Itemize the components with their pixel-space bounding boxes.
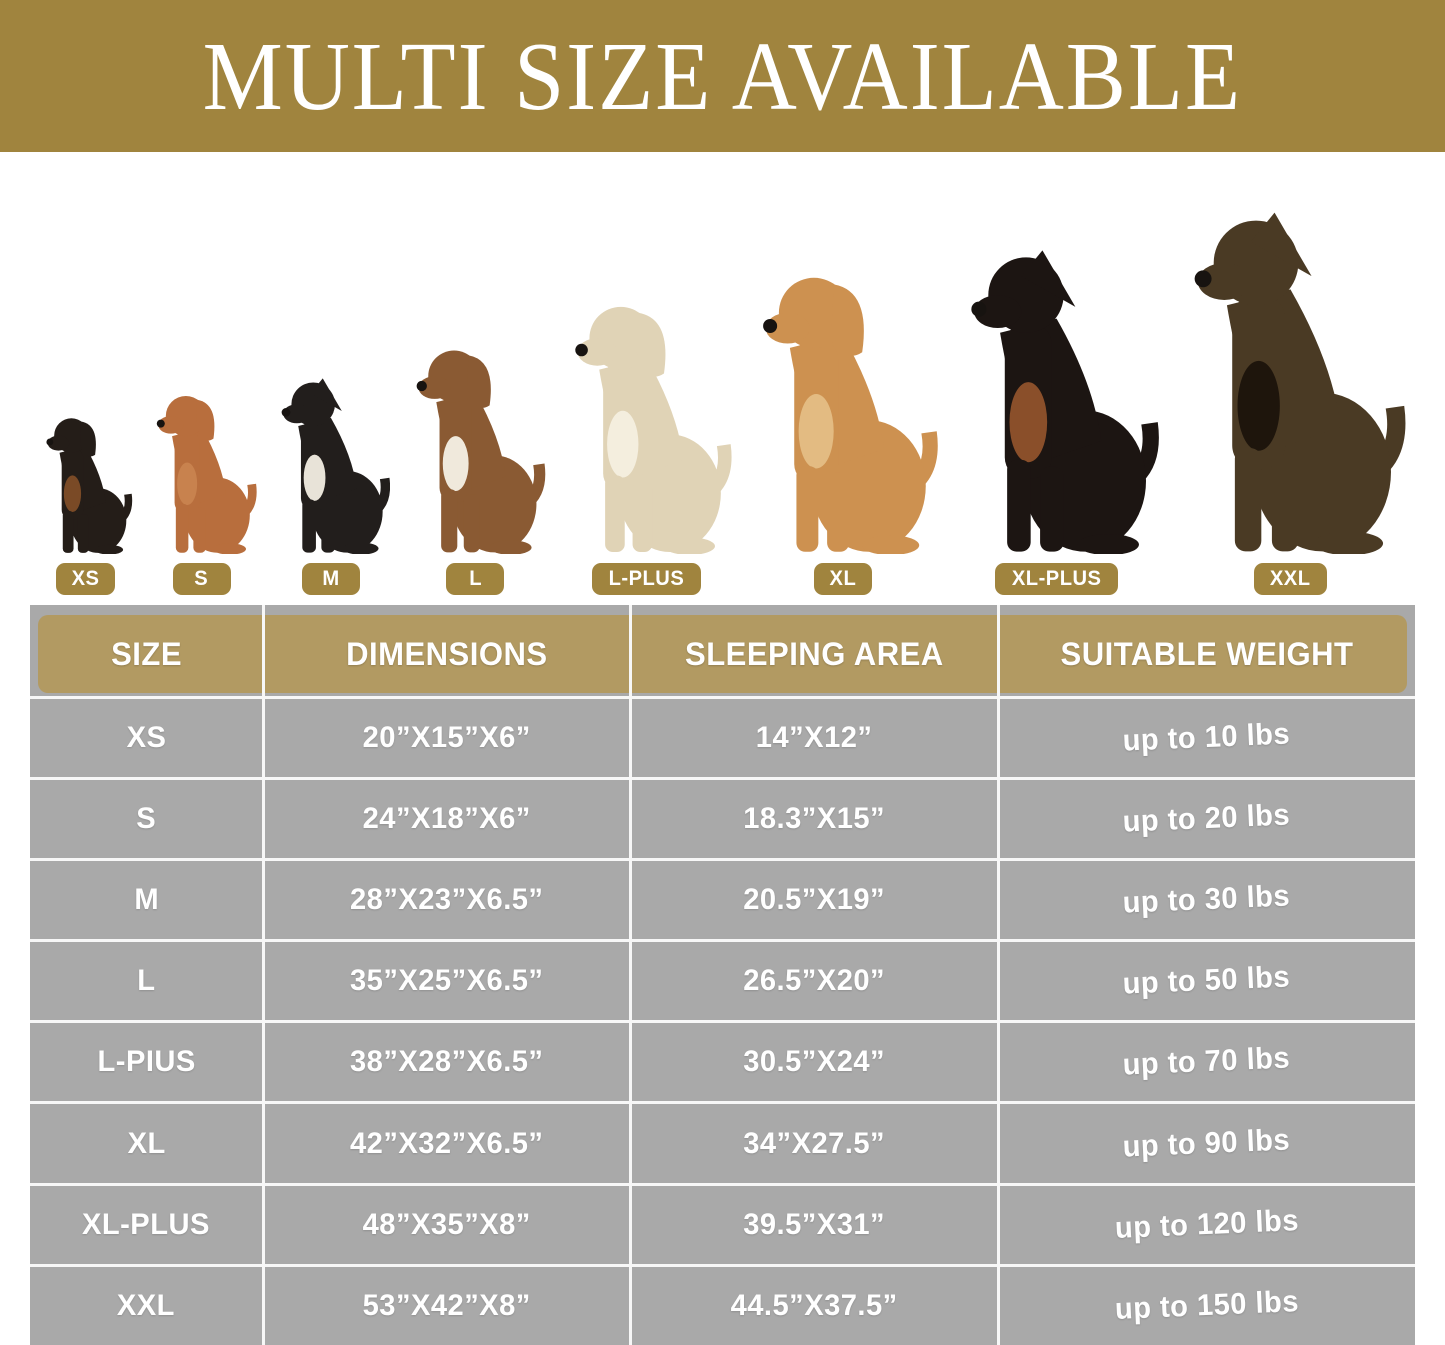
dog-image-dachshund [38,414,133,554]
table-header-background [38,615,1407,693]
table-cell-size: M [30,858,263,939]
table-cell-sleeping-area: 14”X12” [630,696,999,777]
dog-image-french-bulldog [271,378,391,554]
dog-size-item: M [271,377,391,595]
size-pill: M [301,563,360,595]
dog-size-item: XL [746,269,939,595]
floppy-ear [195,399,214,441]
pointy-ear [1021,250,1076,307]
table-grid: SIZE DIMENSIONS SLEEPING AREA SUITABLE W… [30,605,1415,1345]
table-cell-size: XL [30,1101,263,1182]
table-cell-sleeping-area: 26.5”X20” [630,939,999,1020]
column-divider [629,605,633,1345]
size-pill-label: L [468,567,482,590]
size-pill: XL-PLUS [995,563,1119,595]
size-pill: XXL [1254,563,1327,595]
table-cell-sleeping-area: 20.5”X19” [630,858,999,939]
size-pill-label: XS [71,567,100,590]
table-cell-sleeping-area: 18.3”X15” [630,777,999,858]
floppy-ear [831,284,865,356]
table-header-suitable-weight: SUITABLE WEIGHT [1060,636,1354,672]
table-cell-dimensions: 24”X18”X6” [262,777,631,858]
dog-size-item: XL-PLUS [953,248,1160,595]
size-pill: XL [813,563,872,595]
column-divider [997,605,1001,1345]
size-pill-label: M [321,567,340,590]
column-divider [261,605,265,1345]
floppy-ear [467,355,492,408]
floppy-ear [636,312,666,377]
size-table: SIZE DIMENSIONS SLEEPING AREA SUITABLE W… [30,605,1415,1345]
table-header-dimensions: DIMENSIONS [345,636,548,672]
table-cell-suitable-weight: up to 90 lbs [998,1101,1415,1182]
pointy-ear [1250,212,1312,277]
table-cell-size: XL-PLUS [30,1182,263,1264]
table-cell-dimensions: 38”X28”X6.5” [262,1020,631,1101]
size-pill: S [172,563,231,595]
size-pill-label: XL-PLUS [1011,567,1102,590]
table-cell-sleeping-area: 34”X27.5” [630,1101,999,1182]
table-cell-sleeping-area: 30.5”X24” [630,1020,999,1101]
dog-image-german-shepherd [1174,212,1407,554]
dog-size-item: L [404,344,546,595]
table-cell-dimensions: 53”X42”X8” [262,1263,631,1345]
dog-image-doberman [953,250,1160,554]
table-cell-size: XXL [30,1263,263,1345]
dog-image-beagle [404,344,546,554]
table-cell-suitable-weight: up to 20 lbs [998,777,1415,858]
dog-image-toy-poodle [147,391,257,554]
dog-size-item: L-PLUS [560,299,733,595]
table-cell-suitable-weight: up to 150 lbs [998,1263,1415,1345]
table-cell-sleeping-area: 39.5”X31” [630,1182,999,1264]
size-pill-label: XXL [1270,567,1311,590]
header-band: MULTI SIZE AVAILABLE [0,0,1445,152]
size-pill-label: S [194,567,209,590]
size-pill: XS [55,563,115,595]
dog-size-item: S [147,391,257,595]
table-cell-size: L [30,939,263,1020]
dog-row: XS S M L [0,152,1445,605]
table-cell-size: L-PIUS [30,1020,263,1101]
table-cell-dimensions: 20”X15”X6” [262,696,631,777]
table-cell-size: S [30,777,263,858]
size-pill-label: XL [829,567,857,590]
table-cell-suitable-weight: up to 10 lbs [998,696,1415,777]
size-pill-label: L-PLUS [608,567,685,590]
floppy-ear [79,421,96,457]
size-pill: L [446,563,505,595]
table-cell-sleeping-area: 44.5”X37.5” [630,1263,999,1345]
dog-size-item: XXL [1174,210,1407,595]
table-cell-suitable-weight: up to 70 lbs [998,1020,1415,1101]
table-cell-suitable-weight: up to 50 lbs [998,939,1415,1020]
table-header-sleeping-area: SLEEPING AREA [684,636,944,672]
table-cell-size: XS [30,696,263,777]
dog-image-golden-retriever [746,269,939,554]
table-cell-dimensions: 35”X25”X6.5” [262,939,631,1020]
table-cell-suitable-weight: up to 120 lbs [998,1182,1415,1264]
table-cell-suitable-weight: up to 30 lbs [998,858,1415,939]
dog-size-item: XS [38,414,133,595]
table-cell-dimensions: 28”X23”X6.5” [262,858,631,939]
page-title: MULTI SIZE AVAILABLE [202,21,1243,131]
table-cell-dimensions: 42”X32”X6.5” [262,1101,631,1182]
table-header-size: SIZE [110,636,182,672]
table-cell-dimensions: 48”X35”X8” [262,1182,631,1264]
dog-image-golden-retriever-cream [560,299,733,554]
pointy-ear [310,378,342,412]
size-pill: L-PLUS [592,563,701,595]
